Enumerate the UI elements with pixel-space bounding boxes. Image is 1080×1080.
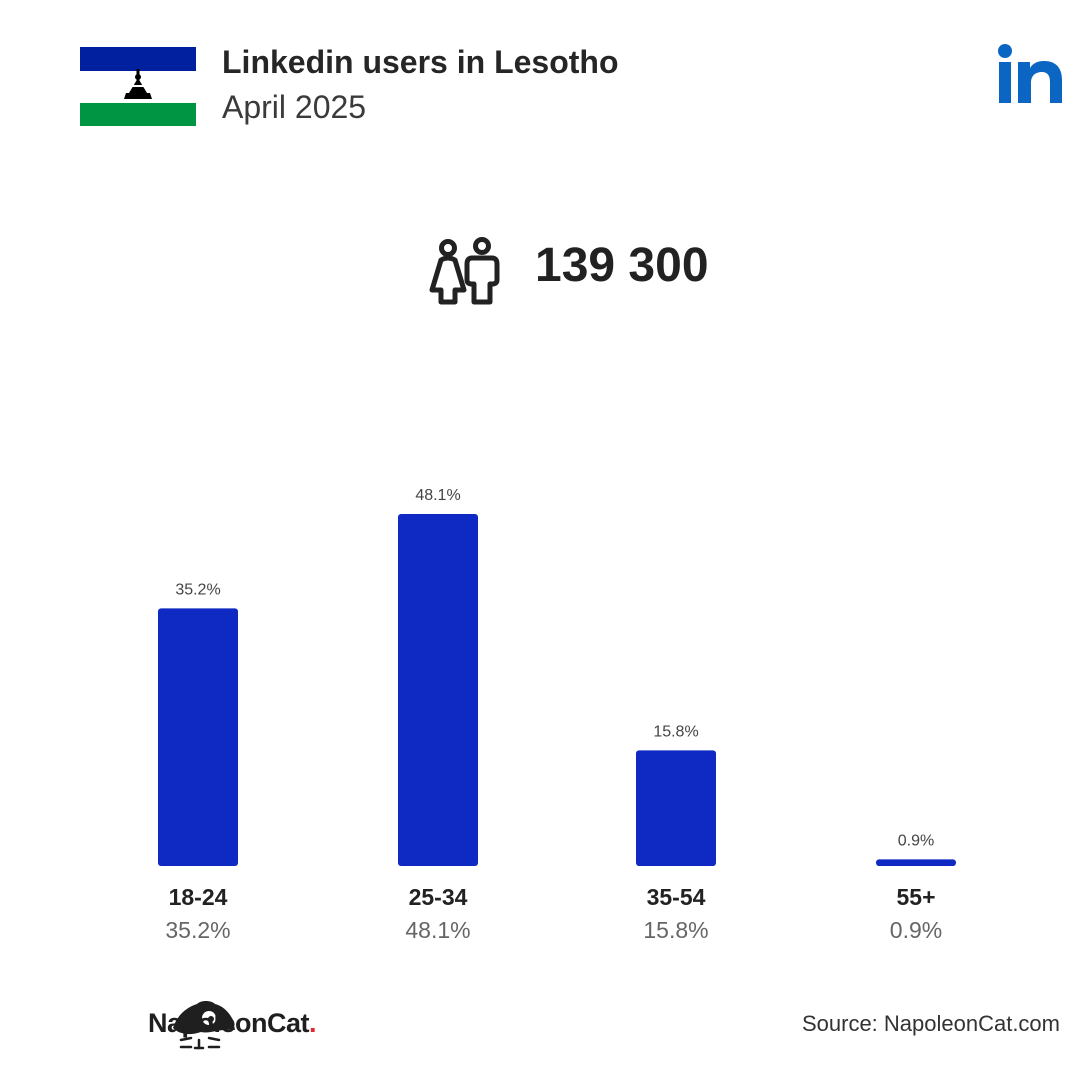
total-users-value: 139 300 <box>535 239 709 292</box>
category-label: 35-54 <box>646 884 706 910</box>
source-text: Source: NapoleonCat.com <box>801 1011 1060 1036</box>
bar-value-label: 0.9% <box>898 832 934 849</box>
lesotho-flag-icon <box>80 47 196 126</box>
bar-25-34 <box>398 514 478 866</box>
category-percent: 0.9% <box>889 917 943 943</box>
brand-name: NapoleonCat. <box>148 1008 317 1039</box>
category-percent: 48.1% <box>405 917 471 943</box>
brand-name-text: NapoleonCat <box>148 1008 310 1038</box>
category-percent: 15.8% <box>643 917 709 943</box>
linkedin-logo-icon <box>998 44 1062 103</box>
bar-35-54 <box>636 750 716 866</box>
napoleoncat-logo-icon <box>173 1001 235 1050</box>
page-title: Linkedin users in Lesotho <box>222 44 619 80</box>
bar-18-24 <box>158 608 238 866</box>
page-subtitle: April 2025 <box>222 89 367 125</box>
bar-value-label: 48.1% <box>415 487 460 504</box>
category-percent: 35.2% <box>165 917 231 943</box>
people-icon <box>429 237 500 305</box>
bar-55+ <box>876 859 956 866</box>
bar-value-label: 15.8% <box>653 723 698 740</box>
bar-value-label: 35.2% <box>175 581 220 598</box>
category-label: 25-34 <box>408 884 468 910</box>
category-label: 55+ <box>896 884 936 910</box>
brand-dot: . <box>309 1008 317 1038</box>
category-label: 18-24 <box>168 884 228 910</box>
